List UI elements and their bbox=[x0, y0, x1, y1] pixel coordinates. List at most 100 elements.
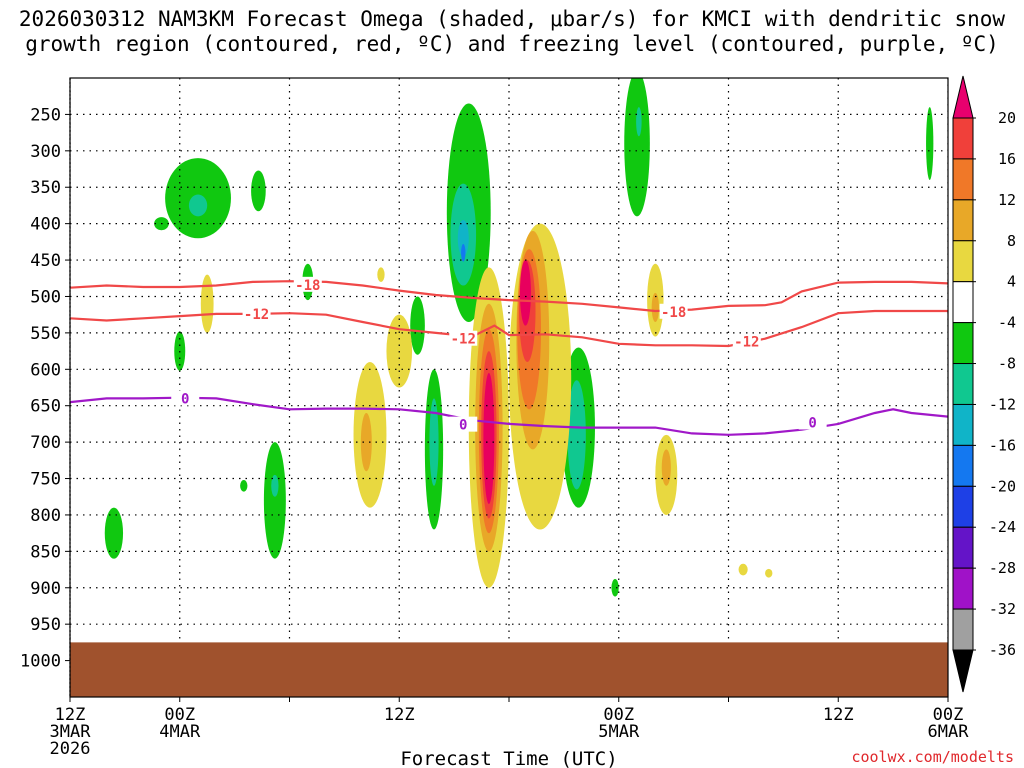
colorbar-label-0: 20 bbox=[998, 109, 1016, 127]
contour-label-1-2: -12 bbox=[734, 335, 759, 351]
contour-label-bg-2-0 bbox=[171, 390, 200, 406]
x-tick-line-30-1: 5MAR bbox=[598, 722, 640, 742]
x-tick-line-0-0: 12Z bbox=[55, 705, 86, 725]
omega-region-7 bbox=[263, 442, 286, 559]
colorbar-label-8: -16 bbox=[989, 436, 1016, 454]
omega-region-6 bbox=[104, 507, 124, 559]
x-tick-line-6-1: 4MAR bbox=[159, 722, 201, 742]
x-tick-label-48: 00Z 6MAR bbox=[928, 705, 970, 742]
omega-region-2 bbox=[251, 170, 266, 212]
contour-line-1 bbox=[70, 309, 948, 348]
contour-label-0-1: -18 bbox=[661, 305, 686, 321]
y-tick-label-850: 850 bbox=[30, 542, 61, 562]
y-tick-label-1000: 1000 bbox=[20, 652, 61, 672]
colorbar-segment-1 bbox=[952, 158, 974, 201]
contour-label-bg-0-1 bbox=[659, 303, 688, 319]
contour-label-1-1: -12 bbox=[451, 332, 476, 348]
colorbar-segment-7 bbox=[952, 403, 974, 446]
omega-region-1 bbox=[188, 194, 208, 217]
x-tick-label-30: 00Z 5MAR bbox=[598, 705, 640, 742]
x-tick-label-6: 00Z 4MAR bbox=[159, 705, 201, 742]
y-tick-label-950: 950 bbox=[30, 615, 61, 635]
x-tick-label-42: 12Z bbox=[823, 705, 854, 725]
y-axis: 250 300 350 400 450 500 550 600 650 700 750 800 850 9… bbox=[20, 105, 70, 672]
contour-label-2-0: 0 bbox=[181, 391, 189, 407]
omega-region-12 bbox=[457, 220, 469, 257]
x-tick-label-18: 12Z bbox=[384, 705, 415, 725]
y-tick-label-600: 600 bbox=[30, 360, 61, 380]
x-axis-label: Forecast Time (UTC) bbox=[400, 748, 617, 768]
chart-title-line-1: 2026030312 NAM3KM Forecast Omega (shaded… bbox=[19, 7, 1006, 31]
omega-region-23 bbox=[926, 107, 934, 180]
omega-region-21 bbox=[624, 78, 650, 217]
omega-region-43 bbox=[738, 563, 748, 576]
colorbar-label-6: -8 bbox=[998, 355, 1016, 373]
omega-region-26 bbox=[360, 412, 372, 472]
colorbar: 20 16 12 8 4 -4 -8 -12 -16 -20 -24 -28 -32 -36 bbox=[952, 75, 1016, 693]
colorbar-label-13: -36 bbox=[989, 641, 1016, 659]
y-tick-label-250: 250 bbox=[30, 105, 61, 125]
chart-title-line-2: growth region (contoured, red, ºC) and f… bbox=[25, 32, 999, 56]
x-tick-line-6-0: 00Z bbox=[164, 705, 195, 725]
y-tick-label-800: 800 bbox=[30, 506, 61, 526]
colorbar-label-9: -20 bbox=[989, 477, 1016, 495]
colorbar-segment-3 bbox=[952, 240, 974, 283]
omega-region-42 bbox=[661, 449, 671, 486]
omega-region-33 bbox=[483, 372, 495, 505]
omega-region-20 bbox=[611, 579, 619, 597]
colorbar-segment-6 bbox=[952, 363, 974, 405]
x-tick-line-0-2: 2026 bbox=[50, 739, 91, 759]
y-tick-label-550: 550 bbox=[30, 324, 61, 344]
y-tick-label-500: 500 bbox=[30, 287, 61, 307]
contour-label-2-1: 0 bbox=[808, 415, 816, 431]
colorbar-segment-4 bbox=[952, 281, 974, 324]
colorbar-segment-12 bbox=[952, 608, 974, 651]
y-tick-label-650: 650 bbox=[30, 397, 61, 417]
omega-region-40 bbox=[651, 292, 659, 322]
colorbar-bottom-arrow bbox=[952, 649, 974, 693]
colorbar-segment-11 bbox=[952, 567, 974, 610]
contour-label-bg-1-2 bbox=[732, 333, 761, 349]
colorbar-segment-8 bbox=[952, 444, 974, 487]
omega-region-38 bbox=[519, 260, 531, 326]
colorbar-top-arrow bbox=[952, 75, 974, 119]
omega-region-8 bbox=[271, 474, 279, 497]
colorbar-segment-5 bbox=[952, 322, 974, 365]
contour-label-1-0: -12 bbox=[244, 307, 269, 323]
y-tick-label-900: 900 bbox=[30, 579, 61, 599]
colorbar-label-5: -4 bbox=[998, 314, 1016, 332]
temperature-contours: -18 -18 -12 -12 -12 0 0 0 bbox=[70, 276, 948, 436]
y-tick-label-300: 300 bbox=[30, 142, 61, 162]
y-tick-label-700: 700 bbox=[30, 433, 61, 453]
contour-label-bg-1-0 bbox=[242, 305, 271, 321]
contour-label-0-0: -18 bbox=[295, 278, 320, 294]
x-tick-line-48-0: 00Z bbox=[933, 705, 964, 725]
contour-label-bg-1-1 bbox=[449, 330, 478, 346]
colorbar-label-4: 4 bbox=[1007, 273, 1016, 291]
colorbar-label-7: -12 bbox=[989, 395, 1016, 413]
x-tick-line-42-0: 12Z bbox=[823, 705, 854, 725]
omega-region-28 bbox=[377, 267, 385, 282]
credit-text: coolwx.com/modelts bbox=[851, 748, 1014, 766]
colorbar-segment-2 bbox=[952, 199, 974, 242]
omega-region-24 bbox=[200, 274, 214, 333]
colorbar-label-1: 16 bbox=[998, 150, 1016, 168]
omega-region-44 bbox=[765, 568, 773, 578]
colorbar-segment-0 bbox=[952, 117, 974, 160]
x-tick-line-0-1: 3MAR bbox=[50, 722, 92, 742]
omega-region-9 bbox=[240, 479, 248, 492]
y-tick-label-750: 750 bbox=[30, 470, 61, 490]
omega-region-22 bbox=[636, 107, 642, 137]
y-tick-label-450: 450 bbox=[30, 251, 61, 271]
colorbar-label-12: -32 bbox=[989, 600, 1016, 618]
omega-region-13 bbox=[461, 244, 466, 262]
contour-label-bg-0-0 bbox=[293, 276, 322, 292]
colorbar-label-10: -24 bbox=[989, 518, 1016, 536]
colorbar-segment-9 bbox=[952, 485, 974, 528]
contour-label-2-2: 0 bbox=[459, 418, 467, 434]
contour-label-bg-2-1 bbox=[798, 414, 827, 430]
y-tick-label-350: 350 bbox=[30, 178, 61, 198]
y-tick-label-400: 400 bbox=[30, 215, 61, 235]
